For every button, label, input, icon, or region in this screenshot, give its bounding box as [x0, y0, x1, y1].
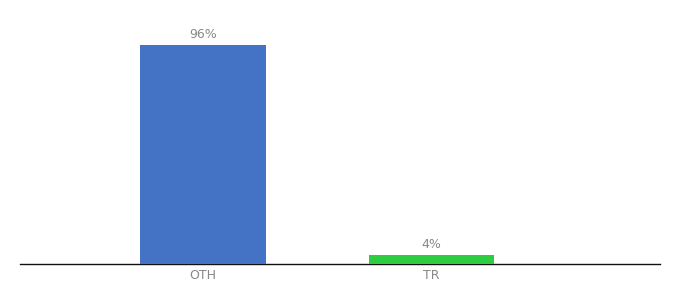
Text: 4%: 4%: [422, 238, 441, 251]
Text: 96%: 96%: [189, 28, 217, 41]
Bar: [369, 255, 494, 264]
Bar: [140, 45, 266, 264]
